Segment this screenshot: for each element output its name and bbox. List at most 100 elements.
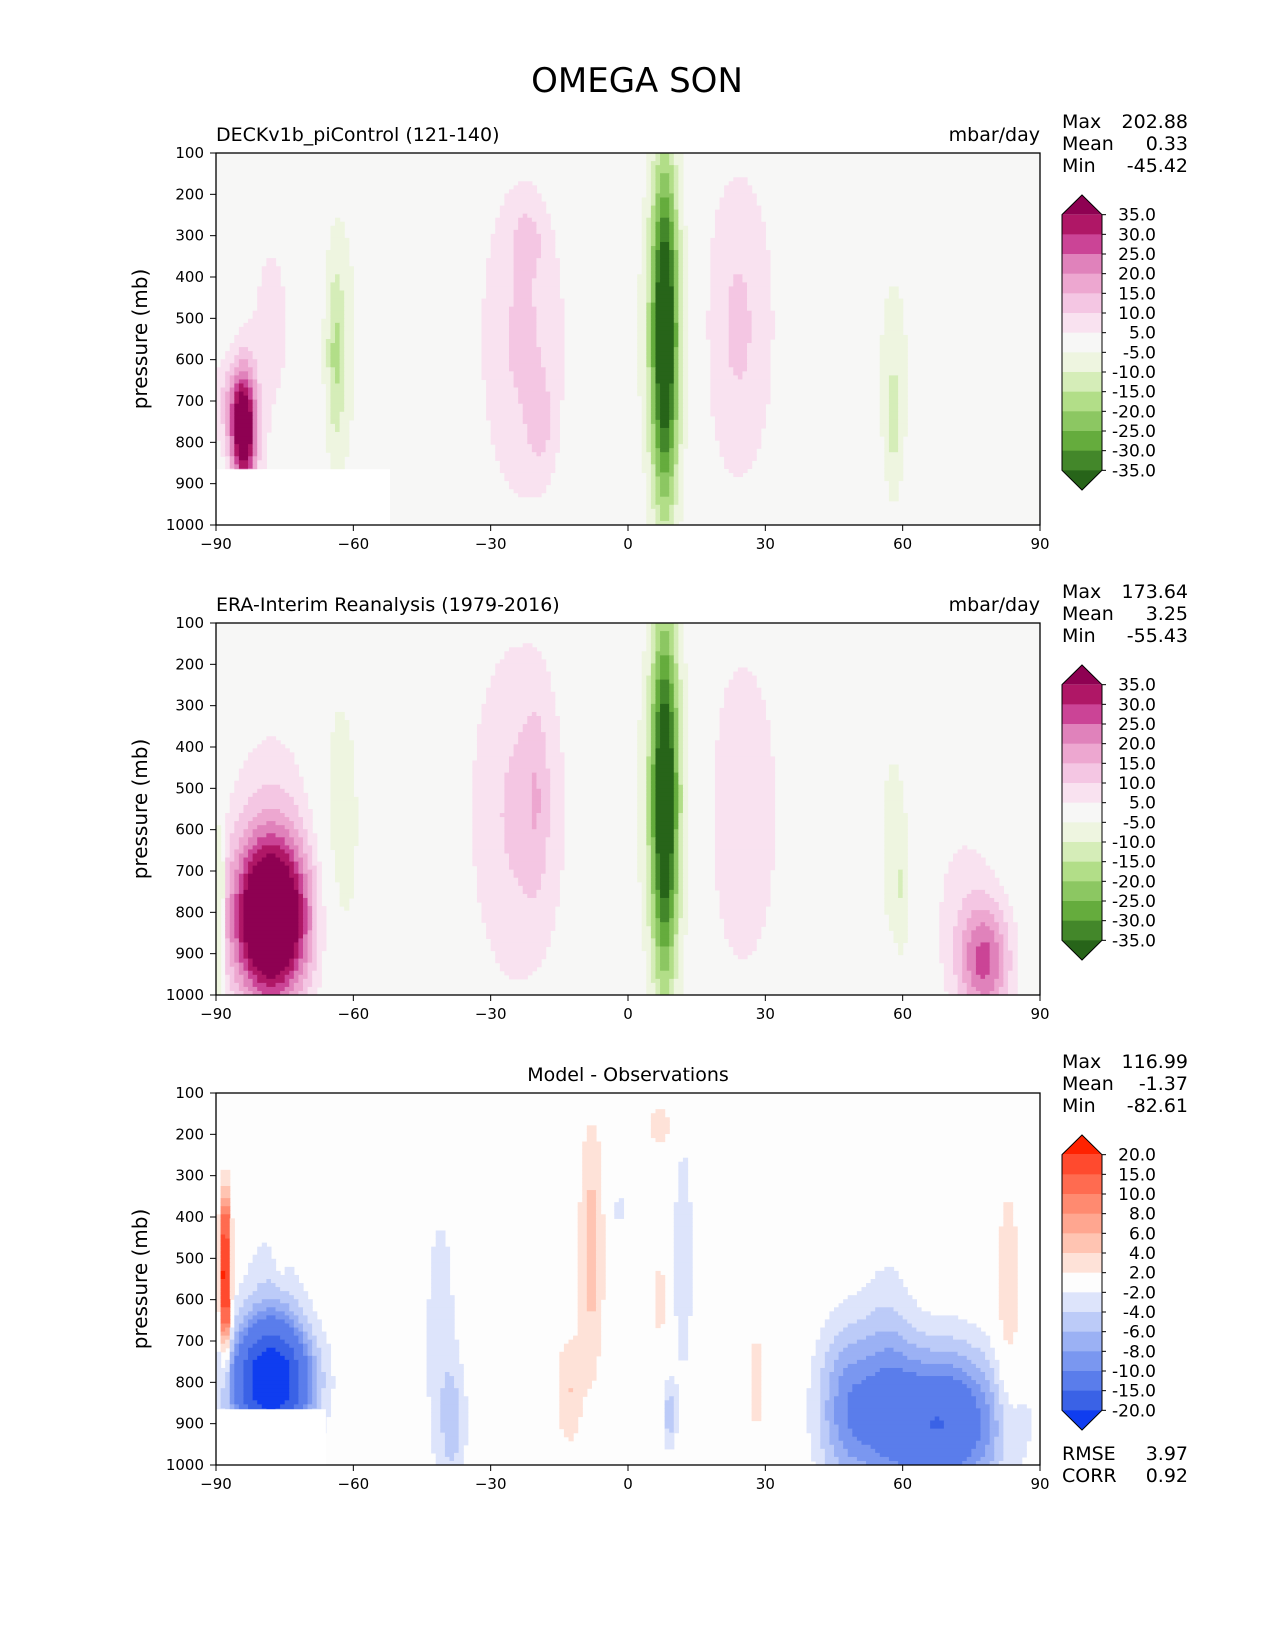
contour-cell	[577, 1218, 588, 1223]
contour-cell	[344, 403, 354, 409]
contour-cell	[673, 161, 684, 166]
colorbar-label: -30.0	[1112, 912, 1156, 932]
colorbar-band	[1062, 352, 1102, 373]
contour-cell	[531, 792, 542, 798]
contour-cell	[225, 1234, 231, 1240]
contour-cell	[641, 217, 647, 223]
contour-cell	[266, 1307, 277, 1312]
contour-cell	[660, 930, 670, 935]
contour-cell	[637, 760, 647, 766]
contour-cell	[229, 343, 286, 348]
colorbar-label: 8.0	[1129, 1205, 1156, 1225]
contour-cell	[252, 1258, 277, 1264]
contour-cell	[655, 423, 661, 429]
contour-cell	[536, 229, 556, 235]
contour-cell	[669, 399, 675, 405]
contour-cell	[325, 254, 350, 259]
contour-cell	[234, 1347, 240, 1353]
contour-cell	[747, 359, 771, 364]
contour-cell	[893, 1347, 931, 1353]
contour-cell	[289, 1380, 299, 1385]
contour-cell	[440, 1396, 460, 1401]
contour-cell	[962, 897, 995, 903]
contour-cell	[316, 934, 327, 939]
contour-cell	[504, 845, 547, 851]
contour-cell	[660, 484, 670, 490]
contour-cell	[234, 918, 240, 923]
contour-cell	[678, 314, 684, 320]
contour-cell	[234, 415, 254, 421]
contour-cell	[289, 1384, 299, 1389]
contour-cell	[673, 1291, 693, 1296]
contour-cell	[714, 817, 776, 822]
contour-cell	[234, 1343, 240, 1349]
contour-cell	[518, 732, 547, 737]
contour-cell	[646, 796, 652, 802]
contour-cell	[234, 1359, 245, 1365]
contour-cell	[252, 817, 290, 822]
contour-cell	[998, 1311, 1018, 1316]
contour-cell	[472, 760, 510, 766]
contour-cell	[834, 1367, 844, 1373]
contour-cell	[884, 877, 899, 883]
contour-cell	[682, 298, 689, 304]
contour-cell	[225, 432, 231, 437]
contour-cell	[238, 897, 245, 903]
contour-cell	[655, 1323, 661, 1329]
contour-cell	[298, 845, 304, 851]
contour-cell	[216, 877, 226, 883]
contour-cell	[490, 942, 551, 948]
contour-cell	[650, 270, 657, 275]
contour-cell	[220, 1242, 231, 1248]
contour-cell	[971, 1343, 991, 1349]
contour-cell	[229, 954, 235, 960]
contour-cell	[641, 456, 652, 461]
contour-cell	[220, 411, 226, 417]
contour-cell	[316, 966, 322, 972]
contour-cell	[673, 667, 679, 673]
contour-cell	[751, 334, 776, 340]
contour-cell	[728, 679, 757, 685]
contour-cell	[847, 1323, 913, 1329]
contour-cell	[284, 788, 304, 794]
contour-cell	[330, 829, 359, 834]
contour-cell	[998, 1315, 1018, 1321]
contour-cell	[673, 1202, 693, 1207]
contour-cell	[316, 869, 322, 875]
contour-cell	[225, 938, 231, 944]
contour-cell	[513, 229, 538, 235]
contour-cell	[678, 813, 684, 818]
contour-cell	[660, 703, 670, 709]
contour-cell	[536, 334, 565, 340]
contour-cell	[284, 841, 295, 846]
contour-cell	[879, 347, 908, 352]
contour-cell	[733, 367, 748, 372]
contour-cell	[710, 367, 734, 372]
contour-cell	[229, 1266, 235, 1272]
contour-cell	[595, 1198, 602, 1203]
contour-cell	[216, 1287, 222, 1292]
contour-cell	[330, 736, 350, 741]
contour-cell	[568, 1339, 602, 1345]
contour-cell	[673, 792, 679, 798]
contour-cell	[815, 1339, 835, 1345]
contour-cell	[216, 411, 222, 417]
contour-cell	[472, 772, 505, 778]
contour-cell	[302, 902, 309, 907]
contour-cell	[655, 865, 661, 871]
contour-cell	[257, 978, 286, 984]
contour-cell	[518, 881, 542, 887]
contour-cell	[646, 492, 652, 498]
contour-cell	[646, 857, 652, 863]
contour-cell	[307, 974, 313, 980]
contour-cell	[454, 1456, 464, 1462]
contour-cell	[426, 1335, 455, 1341]
contour-cell	[975, 1404, 991, 1409]
contour-cell	[820, 1327, 844, 1333]
contour-cell	[660, 407, 670, 413]
contour-cell	[298, 950, 304, 956]
contour-cell	[646, 484, 652, 490]
contour-cell	[660, 873, 670, 879]
contour-cell	[669, 233, 675, 239]
contour-cell	[261, 784, 281, 790]
